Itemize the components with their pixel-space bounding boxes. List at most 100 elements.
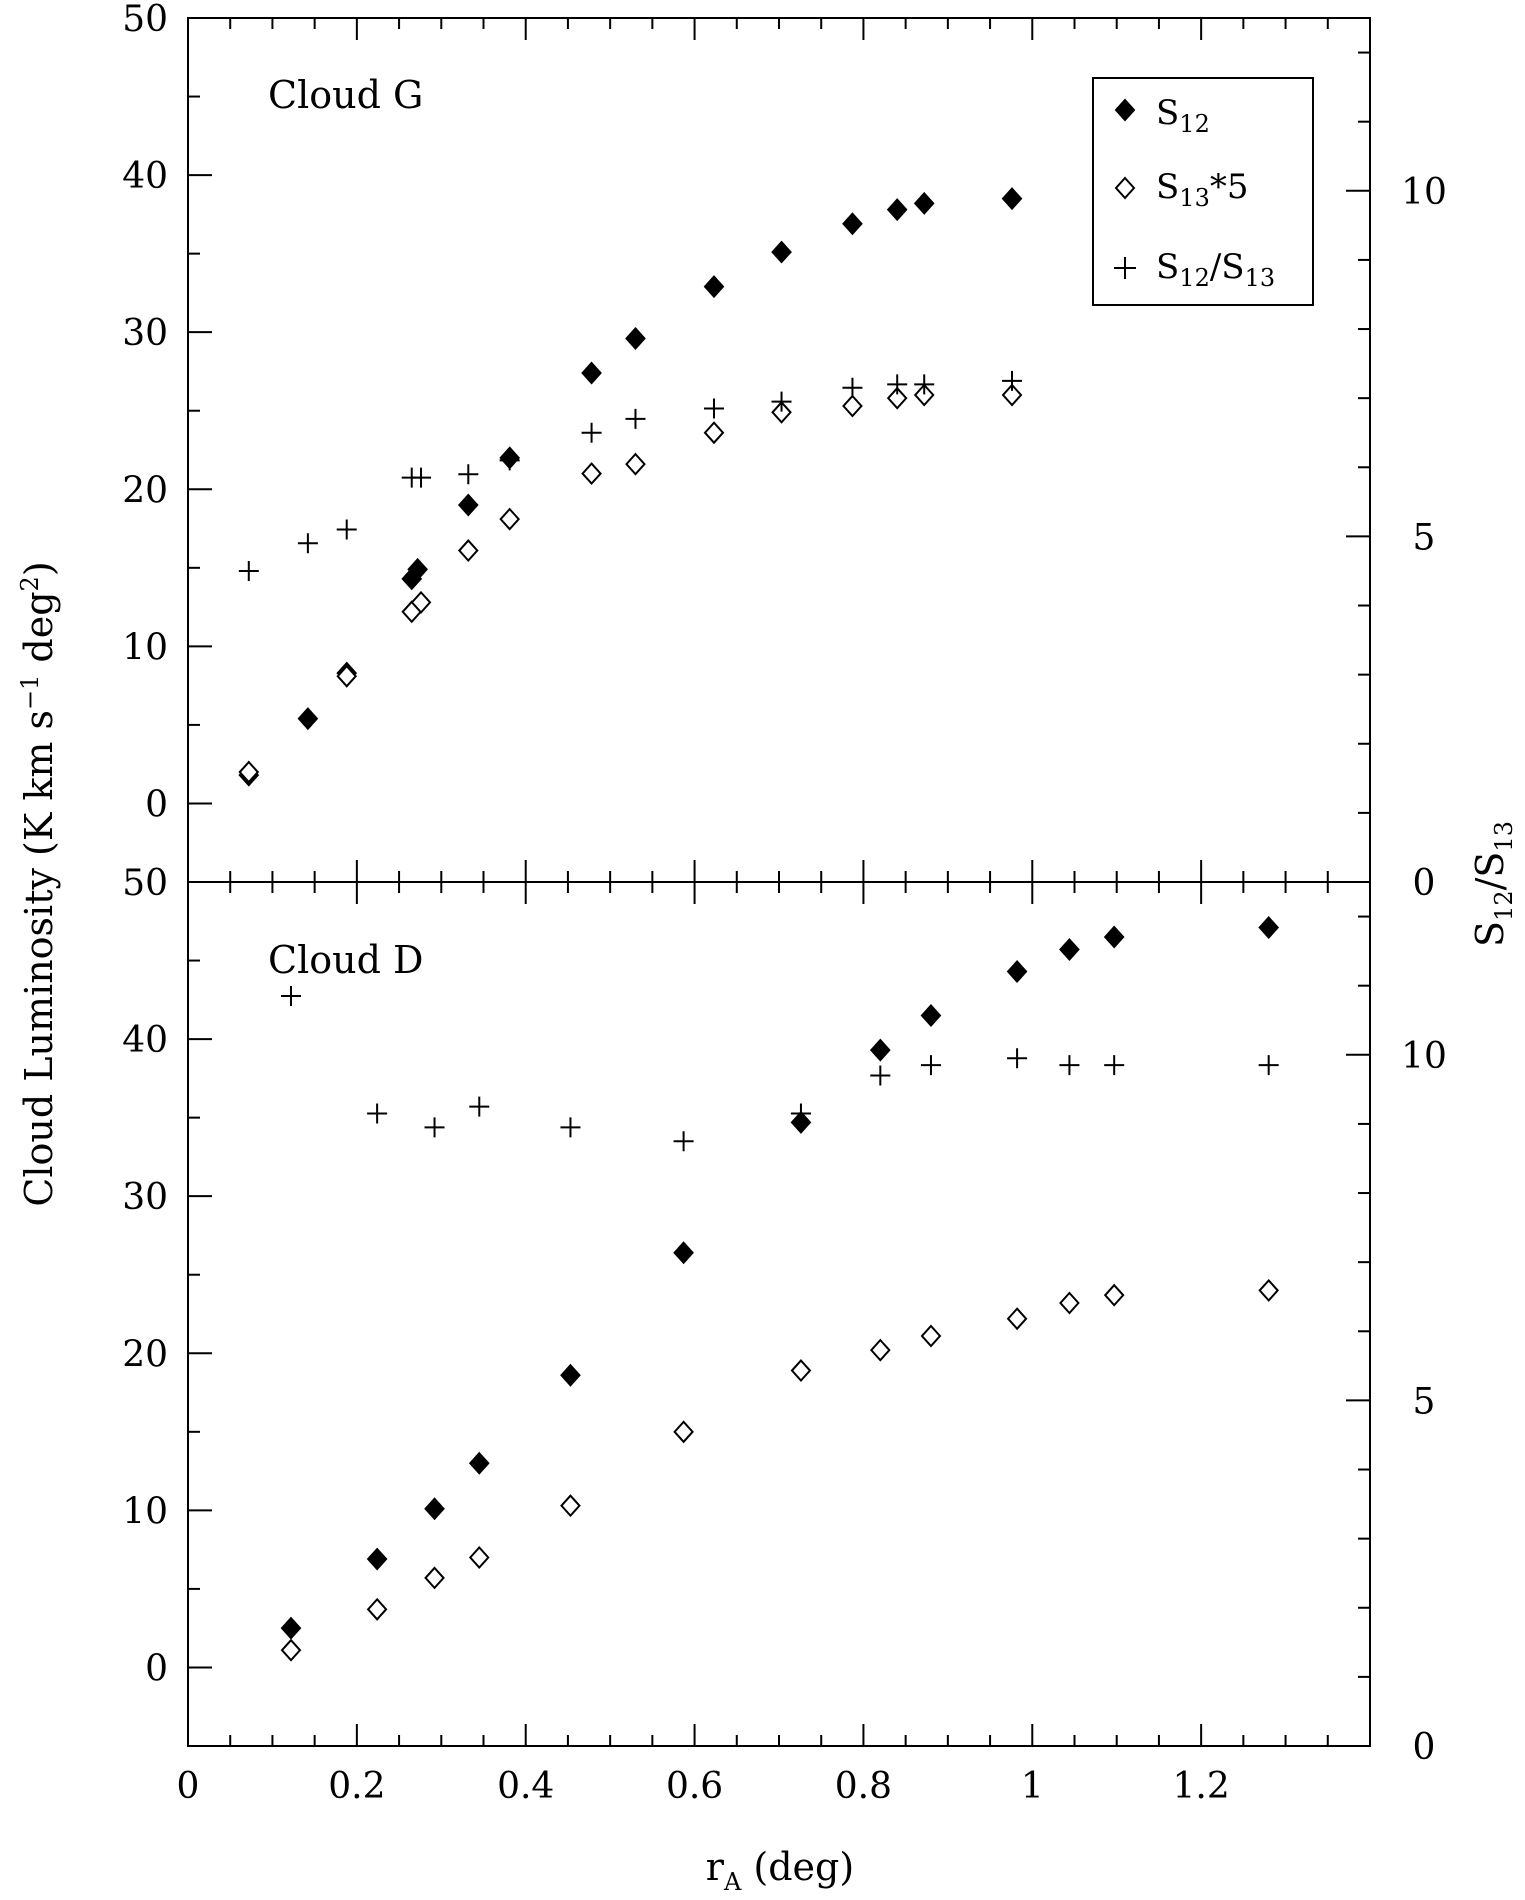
point-s12-s13 (673, 1131, 694, 1152)
tick-labels: 0 10 20 30 40 50 0 5 10 0 10 20 30 40 50 0 5 10 0 0.2 0.4 0.6… (122, 0, 1447, 1807)
point-s13-5 (410, 590, 432, 614)
point-s12 (1006, 960, 1028, 984)
point-s12-s13 (238, 560, 259, 581)
point-s12-s13 (336, 519, 357, 540)
point-s12-s13 (842, 377, 863, 398)
point-s12-s13 (1104, 1055, 1125, 1076)
left-y-tick-label: 50 (122, 863, 168, 904)
point-s12 (869, 1038, 891, 1062)
left-y-tick-label: 50 (122, 0, 168, 40)
x-tick-label: 1.2 (1173, 1766, 1230, 1807)
point-s12 (1103, 925, 1125, 949)
right-y-tick-label: 0 (1413, 1727, 1436, 1768)
point-s13-5 (920, 1324, 942, 1348)
right-y-tick-label: 0 (1413, 863, 1436, 904)
point-s12 (1059, 938, 1080, 962)
x-tick-label: 0.2 (328, 1766, 385, 1807)
right-y-tick-label: 5 (1413, 1381, 1436, 1422)
point-s12-s13 (367, 1103, 388, 1124)
point-s13-5 (703, 421, 725, 445)
y-axis-title-left: Cloud Luminosity (K km s−1 deg2) (16, 561, 61, 1206)
legend-marker-ratio (1114, 257, 1136, 279)
right-y-tick-label: 10 (1401, 1036, 1447, 1077)
bottom-panel-frame (187, 881, 1371, 1747)
point-s13-5 (499, 507, 521, 531)
point-s13-5 (581, 462, 602, 486)
legend-label-s12: S12 (1156, 93, 1210, 138)
point-s13-5 (771, 400, 792, 424)
point-s12 (424, 1497, 445, 1521)
point-s12 (1258, 916, 1280, 940)
y-axis-title-right: S12/S13 (1468, 821, 1518, 947)
legend-label-s13x5: S13*5 (1156, 167, 1248, 212)
point-s12-s13 (703, 398, 724, 419)
legend-marker-s12 (1114, 98, 1136, 122)
point-s12 (280, 1616, 302, 1640)
point-s12 (581, 361, 602, 385)
left-y-tick-label: 10 (122, 1491, 168, 1532)
point-s13-5 (842, 394, 863, 418)
point-s13-5 (673, 1420, 694, 1444)
panel-title-cloud-d: Cloud D (268, 938, 423, 982)
point-s13-5 (1001, 383, 1023, 407)
left-y-tick-label: 20 (122, 470, 168, 511)
x-tick-label: 0.4 (497, 1766, 554, 1807)
point-s13-5 (886, 386, 908, 410)
point-s12-s13 (887, 374, 908, 395)
point-s13-5 (913, 383, 935, 407)
point-s12-s13 (870, 1065, 891, 1086)
point-s12-s13 (469, 1096, 490, 1117)
point-s13-5 (424, 1566, 445, 1590)
point-s13-5 (366, 1597, 388, 1621)
point-s12-s13 (297, 533, 318, 554)
point-s13-5 (560, 1494, 581, 1518)
point-s13-5 (1258, 1278, 1280, 1302)
point-s12 (920, 1004, 942, 1028)
point-s12 (468, 1451, 490, 1475)
point-s13-5 (1059, 1291, 1080, 1315)
left-y-tick-label: 30 (122, 313, 168, 354)
point-s12-s13 (914, 374, 935, 395)
left-y-tick-label: 0 (145, 1648, 168, 1689)
point-s12 (1001, 187, 1023, 211)
legend-marker-s13 (1114, 176, 1136, 200)
point-s12-s13 (1059, 1055, 1080, 1076)
point-s13-5 (625, 452, 646, 476)
left-y-tick-label: 10 (122, 627, 168, 668)
point-s12-s13 (499, 450, 520, 471)
legend: S12 S13*5 S12/S13 (1092, 77, 1314, 306)
point-s13-5 (238, 760, 260, 784)
point-s12 (407, 557, 428, 581)
left-y-tick-label: 40 (122, 156, 168, 197)
x-tick-label: 1 (1021, 1766, 1044, 1807)
point-s13-5 (336, 664, 358, 688)
point-s12 (673, 1241, 694, 1265)
point-s12 (913, 191, 935, 215)
right-y-tick-label: 10 (1401, 172, 1447, 213)
x-tick-label: 0.6 (666, 1766, 723, 1807)
point-s12-s13 (281, 986, 302, 1007)
point-s12 (771, 240, 792, 264)
point-s12 (560, 1363, 581, 1387)
x-tick-label: 0 (177, 1766, 200, 1807)
point-s13-5 (1103, 1283, 1125, 1307)
point-s12-s13 (581, 422, 602, 443)
point-s13-5 (468, 1545, 490, 1569)
point-s12-s13 (560, 1117, 581, 1138)
point-s12-s13 (1258, 1055, 1279, 1076)
panel-title-cloud-g: Cloud G (268, 73, 423, 117)
point-s12-s13 (771, 391, 792, 412)
point-s12 (366, 1547, 388, 1571)
tick-marks (187, 17, 1371, 1747)
left-y-tick-label: 30 (122, 1177, 168, 1218)
x-axis-title: rA (deg) (706, 1845, 854, 1896)
point-s12 (886, 198, 908, 222)
point-s12-s13 (1007, 1048, 1028, 1069)
legend-label-ratio: S12/S13 (1156, 247, 1275, 292)
point-s12 (297, 707, 319, 731)
point-s12-s13 (1002, 370, 1023, 391)
point-s12 (703, 275, 725, 299)
point-s13-5 (457, 539, 479, 563)
point-s12-s13 (920, 1055, 941, 1076)
